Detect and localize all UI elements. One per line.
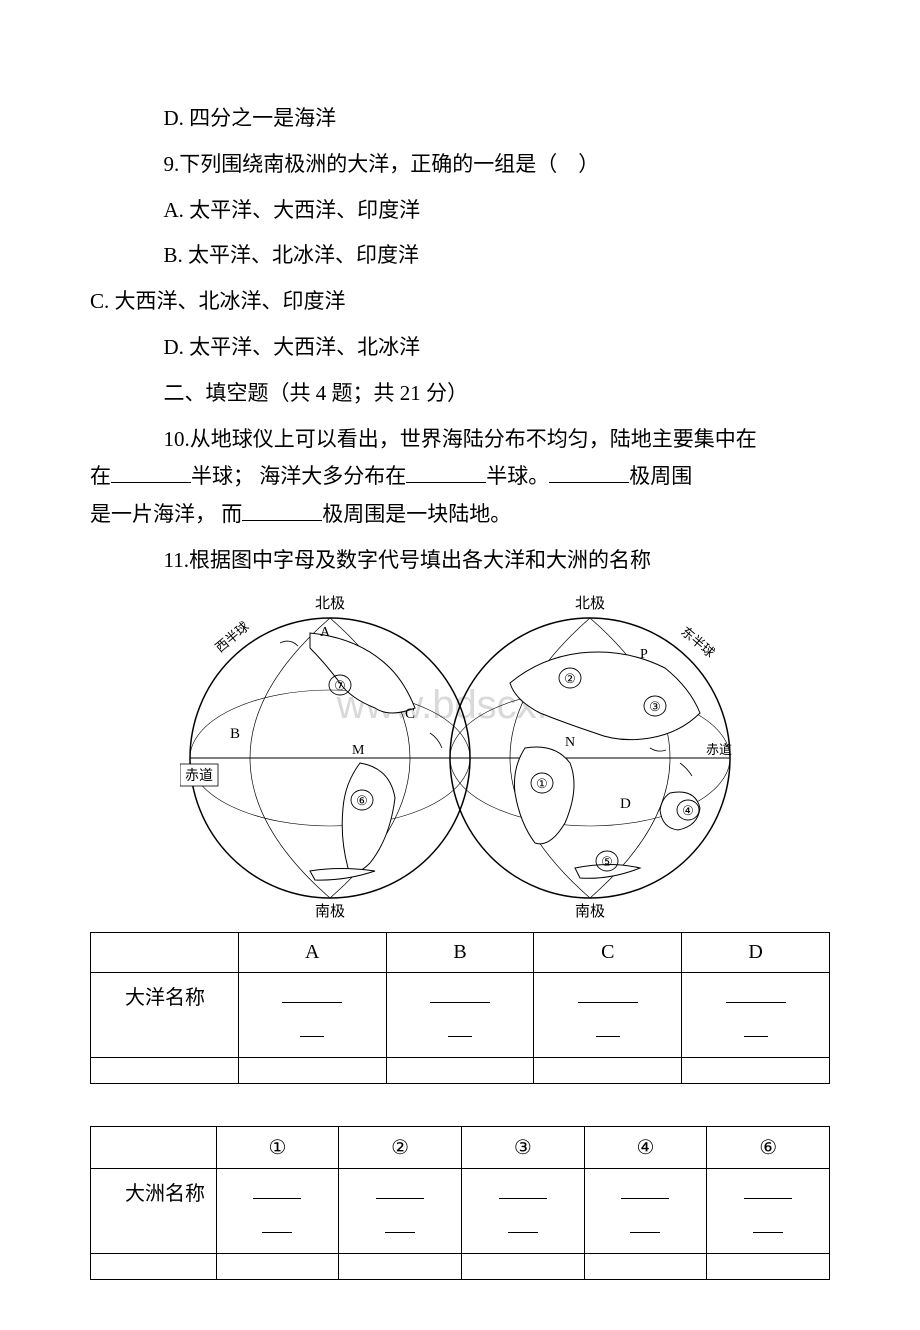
west-hemi-label: 西半球 [212, 618, 252, 655]
table-head-A: A [238, 932, 386, 972]
north-pole-e-label: 北极 [575, 595, 605, 612]
table-row: 大洲名称 [91, 1168, 830, 1253]
table-head-3: ③ [461, 1126, 584, 1168]
label-2: ② [564, 671, 576, 686]
label-C: C [405, 706, 415, 722]
table-cell-empty [91, 1126, 217, 1168]
q9-option-c: C. 大西洋、北冰洋、印度洋 [90, 283, 830, 321]
table-cell-empty [461, 1253, 584, 1279]
table-cell-blank[interactable] [386, 972, 534, 1057]
table-row-label: 大洲名称 [91, 1168, 217, 1253]
section2-title: 二、填空题（共 4 题；共 21 分） [90, 375, 830, 413]
equator-label-e: 赤道 [706, 742, 732, 757]
table-cell-blank[interactable] [461, 1168, 584, 1253]
south-america-shape [342, 763, 395, 872]
australia-shape [660, 792, 700, 830]
table-head-D: D [682, 932, 830, 972]
ocean-table: A B C D 大洋名称 [90, 932, 830, 1084]
table-cell-empty [584, 1253, 707, 1279]
label-B: B [230, 726, 240, 742]
q9-option-a: A. 太平洋、大西洋、印度洋 [90, 192, 830, 230]
q9-stem: 9.下列围绕南极洲的大洋，正确的一组是（ ） [90, 146, 830, 184]
table-head-6: ⑥ [707, 1126, 830, 1168]
q10-text-d-pre: 极周围 [629, 464, 692, 488]
table-cell-blank[interactable] [216, 1168, 339, 1253]
south-pole-w-label: 南极 [315, 903, 345, 918]
table-head-2: ② [339, 1126, 462, 1168]
table-cell-empty [238, 1057, 386, 1083]
table-cell-blank[interactable] [707, 1168, 830, 1253]
q10-text-line2a: 在 [90, 464, 111, 488]
q10-stem: 10.从地球仪上可以看出，世界海陆分布不均匀，陆地主要集中在 在 半球； 海洋大多… [90, 421, 830, 534]
q10-blank-4[interactable] [242, 498, 322, 521]
table-head-4: ④ [584, 1126, 707, 1168]
south-pole-e-label: 南极 [575, 903, 605, 918]
label-M: M [352, 743, 365, 758]
table-cell-blank[interactable] [682, 972, 830, 1057]
label-A: A [320, 625, 331, 640]
q10-blank-1[interactable] [111, 460, 191, 483]
table-cell-empty [682, 1057, 830, 1083]
table-cell-empty [91, 1057, 239, 1083]
table-row: ① ② ③ ④ ⑥ [91, 1126, 830, 1168]
table-row [91, 1253, 830, 1279]
map-svg: www.bdscx.com 北极 北极 南极 南极 赤道 赤道 西半球 东半球 … [180, 588, 740, 918]
q10-text-b: 半球； 海洋大多分布在 [191, 464, 406, 488]
table-head-B: B [386, 932, 534, 972]
table-cell-empty [91, 932, 239, 972]
label-N: N [565, 735, 575, 750]
table-head-1: ① [216, 1126, 339, 1168]
table-cell-empty [707, 1253, 830, 1279]
q9-option-d: D. 太平洋、大西洋、北冰洋 [90, 329, 830, 367]
equator-label: 赤道 [185, 768, 213, 784]
label-D: D [620, 796, 631, 812]
q10-text-e: 极周围是一块陆地。 [322, 502, 511, 526]
label-P: P [640, 647, 648, 662]
table-cell-blank[interactable] [339, 1168, 462, 1253]
label-6: ⑥ [356, 793, 368, 808]
label-7: ⑦ [334, 678, 346, 693]
north-pole-w-label: 北极 [315, 595, 345, 612]
table-head-C: C [534, 932, 682, 972]
label-3: ③ [649, 699, 661, 714]
table-row [91, 1057, 830, 1083]
table-row-label: 大洋名称 [91, 972, 239, 1057]
table-cell-empty [91, 1253, 217, 1279]
antarctica-w-shape [310, 868, 375, 880]
table-cell-empty [339, 1253, 462, 1279]
table-cell-empty [216, 1253, 339, 1279]
q10-blank-2[interactable] [406, 460, 486, 483]
label-1: ① [536, 776, 548, 791]
table-cell-empty [534, 1057, 682, 1083]
q10-text-c: 半球。 [486, 464, 549, 488]
north-america-shape [310, 633, 415, 713]
hemisphere-map: www.bdscx.com 北极 北极 南极 南极 赤道 赤道 西半球 东半球 … [180, 588, 830, 918]
label-4: ④ [682, 803, 694, 818]
continent-table: ① ② ③ ④ ⑥ 大洲名称 [90, 1126, 830, 1280]
q10-text-d: 是一片海洋， 而 [90, 502, 242, 526]
table-cell-empty [386, 1057, 534, 1083]
table-row: A B C D [91, 932, 830, 972]
q10-blank-3[interactable] [549, 460, 629, 483]
q11-stem: 11.根据图中字母及数字代号填出各大洋和大洲的名称 [90, 542, 830, 580]
q9-option-b: B. 太平洋、北冰洋、印度洋 [90, 237, 830, 275]
q8-option-d: D. 四分之一是海洋 [90, 100, 830, 138]
table-cell-blank[interactable] [238, 972, 386, 1057]
q10-text-a: 10.从地球仪上可以看出，世界海陆分布不均匀，陆地主要集中在 [164, 427, 757, 451]
table-row: 大洋名称 [91, 972, 830, 1057]
label-5: ⑤ [601, 854, 613, 869]
table-cell-blank[interactable] [534, 972, 682, 1057]
africa-shape [514, 747, 574, 844]
table-cell-blank[interactable] [584, 1168, 707, 1253]
